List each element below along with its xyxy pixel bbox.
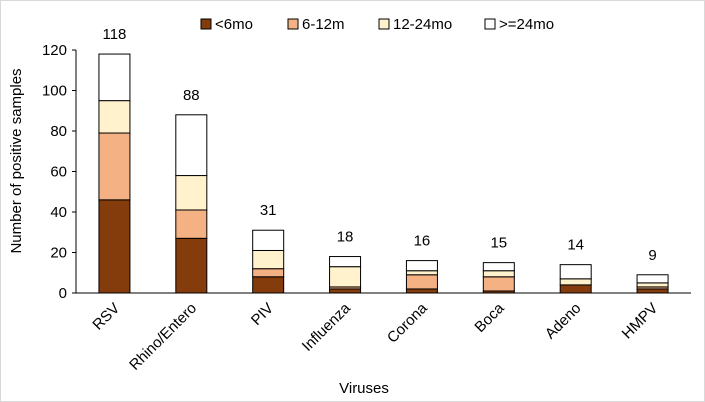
y-axis-title: Number of positive samples xyxy=(8,68,25,253)
y-tick-label: 20 xyxy=(50,245,67,262)
bar-segment xyxy=(252,268,285,278)
bar-segment xyxy=(559,278,592,286)
bar-total-label: 18 xyxy=(337,229,354,246)
bar-segment xyxy=(329,266,362,288)
bar-segment xyxy=(175,114,208,177)
legend-label: 6-12m xyxy=(302,16,345,33)
bar-segment xyxy=(405,270,438,276)
x-tick-label: Influenza xyxy=(299,299,355,355)
x-tick-label: RSV xyxy=(89,300,123,334)
legend-swatch xyxy=(287,18,299,30)
legend-label: 12-24mo xyxy=(393,16,452,33)
y-axis: 0 20 40 60 80 100 120 xyxy=(42,42,77,302)
y-tick-label: 60 xyxy=(50,164,67,181)
legend-item: 6-12m xyxy=(287,16,345,33)
x-tick-label: Boca xyxy=(471,299,508,336)
bar-segment xyxy=(329,256,362,268)
bar-segment xyxy=(636,288,669,294)
legend-swatch xyxy=(200,18,212,30)
bar-segment xyxy=(482,262,515,272)
bar-segment xyxy=(98,132,131,201)
bar-segment xyxy=(252,249,285,270)
legend-item: >=24mo xyxy=(484,16,554,33)
legend-swatch xyxy=(484,18,496,30)
bar-segment xyxy=(98,100,131,134)
y-tick-label: 100 xyxy=(42,83,67,100)
bar-total-label: 118 xyxy=(102,26,126,43)
bar-segment xyxy=(405,288,438,294)
x-axis: RSV Rhino/Entero PIV Influenza Corona Boca Ade… xyxy=(76,292,691,374)
bar-segment xyxy=(636,274,669,284)
bar-segment xyxy=(405,274,438,290)
x-tick-label: PIV xyxy=(248,300,277,329)
bar-segment xyxy=(405,260,438,272)
bar-total-label: 31 xyxy=(260,202,277,219)
bar-total-label: 16 xyxy=(414,233,431,250)
x-tick-label: Rhino/Entero xyxy=(126,300,200,374)
bar-segment xyxy=(98,199,131,294)
x-tick-label: Adeno xyxy=(542,300,585,343)
bar-segment xyxy=(175,237,208,294)
bar-segment xyxy=(252,276,285,294)
bars: 118 88 31 18 16 15 14 9 xyxy=(98,26,669,294)
bar-segment xyxy=(559,284,592,294)
bar-total-label: 15 xyxy=(490,235,507,252)
bar-segment xyxy=(482,276,515,292)
legend-item: 12-24mo xyxy=(378,16,452,33)
bar-total-label: 88 xyxy=(183,87,200,104)
y-tick-label: 80 xyxy=(50,123,67,140)
bar-segment xyxy=(98,53,131,102)
legend: <6mo 6-12m 12-24mo >=24mo xyxy=(200,16,554,33)
x-axis-title: Viruses xyxy=(339,380,389,397)
bar-segment xyxy=(636,282,669,288)
bar-total-label: 9 xyxy=(648,247,656,264)
bar-segment xyxy=(252,229,285,251)
bar-segment xyxy=(175,209,208,239)
x-tick-label: Corona xyxy=(384,299,431,346)
bar-segment xyxy=(482,270,515,278)
bar-segment xyxy=(329,288,362,294)
y-tick-label: 40 xyxy=(50,204,67,221)
legend-label: >=24mo xyxy=(499,16,554,33)
bar-total-label: 14 xyxy=(567,237,584,254)
legend-label: <6mo xyxy=(215,16,253,33)
legend-item: <6mo xyxy=(200,16,253,33)
bar-segment xyxy=(559,264,592,280)
legend-swatch xyxy=(378,18,390,30)
x-tick-label: HMPV xyxy=(619,300,662,343)
y-tick-label: 0 xyxy=(59,285,67,302)
bar-segment xyxy=(175,175,208,211)
y-tick-label: 120 xyxy=(42,42,67,59)
